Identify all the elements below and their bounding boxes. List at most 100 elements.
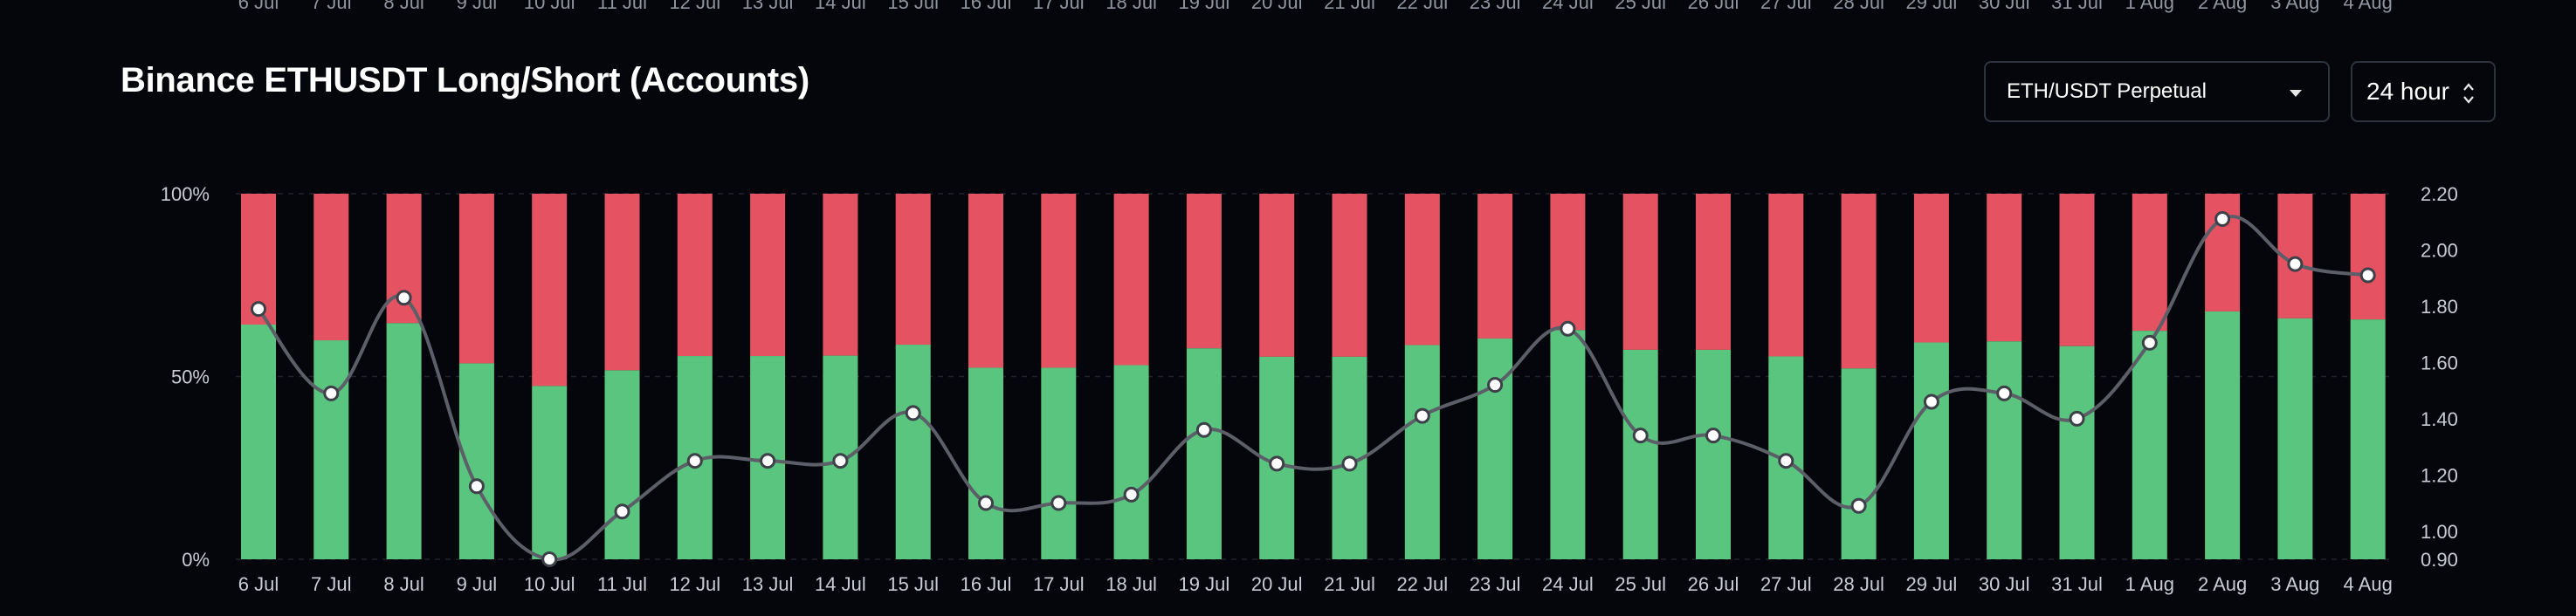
short-bar <box>1332 194 1367 357</box>
long-bar <box>1987 341 2022 559</box>
short-bar <box>1696 194 1731 350</box>
short-bar <box>1987 194 2022 342</box>
ratio-point <box>905 405 921 421</box>
long-bar <box>1550 330 1586 559</box>
short-bar <box>1186 194 1222 349</box>
short-bar <box>604 194 640 371</box>
long-bar <box>895 345 931 559</box>
x-tick-label: 28 Jul <box>1833 573 1884 595</box>
short-bar <box>895 194 931 346</box>
x-tick-label: 30 Jul <box>1979 573 2030 595</box>
top-strip-date-label: 13 Jul <box>741 0 794 13</box>
short-bar <box>1041 194 1077 368</box>
ratio-point <box>2359 267 2376 284</box>
short-bar <box>750 194 786 357</box>
top-strip-date-label: 17 Jul <box>1032 0 1085 13</box>
short-bar <box>2059 194 2095 346</box>
top-strip-date-label: 23 Jul <box>1469 0 1521 13</box>
ratio-point <box>1560 320 1576 337</box>
x-tick-label: 24 Jul <box>1542 573 1594 595</box>
x-tick-label: 29 Jul <box>1906 573 1958 595</box>
short-bar <box>313 194 349 341</box>
ratio-point <box>1269 455 1285 472</box>
ratio-point <box>614 503 630 520</box>
x-tick-label: 4 Aug <box>2344 573 2393 595</box>
short-bar <box>1259 194 1295 357</box>
long-bar <box>1696 349 1731 559</box>
short-bar <box>458 194 494 364</box>
period-select-value: 24 hour <box>2366 78 2449 105</box>
top-strip-date-label: 12 Jul <box>669 0 721 13</box>
long-short-chart: 100% 50% 0% 2.20 2.00 1.80 1.60 1.40 1.20 1.00 0.9… <box>161 183 2458 595</box>
ratio-point <box>1778 453 1794 469</box>
top-strip-date-label: 1 Aug <box>2125 0 2174 13</box>
top-strip-date-label: 18 Jul <box>1105 0 1157 13</box>
ratio-point <box>541 551 558 567</box>
ratio-point <box>1123 486 1140 503</box>
short-bar <box>1841 194 1877 369</box>
x-tick-label: 25 Jul <box>1615 573 1666 595</box>
long-bar <box>2350 319 2386 559</box>
ratio-point <box>832 453 849 469</box>
ratio-point <box>686 453 703 469</box>
ratio-point <box>978 495 994 511</box>
top-strip-date-label: 8 Jul <box>383 0 424 13</box>
x-tick-label: 6 Jul <box>238 573 279 595</box>
x-tick-label: 7 Jul <box>311 573 351 595</box>
ratio-point <box>1414 407 1430 424</box>
top-strip-date-label: 4 Aug <box>2343 0 2393 13</box>
top-strip-date-label: 7 Jul <box>311 0 352 13</box>
y-left-tick-label: 100% <box>161 183 210 205</box>
ratio-point <box>1632 428 1649 444</box>
top-strip-date-label: 27 Jul <box>1760 0 1812 13</box>
y-right-tick-label: 1.60 <box>2421 352 2458 373</box>
ratio-point <box>1341 455 1358 472</box>
top-strip-date-label: 24 Jul <box>1542 0 1594 13</box>
x-tick-label: 11 Jul <box>597 573 647 595</box>
x-tick-label: 19 Jul <box>1179 573 1230 595</box>
top-strip-date-label: 3 Aug <box>2270 0 2320 13</box>
long-bar <box>1404 345 1440 559</box>
top-strip-date-label: 10 Jul <box>523 0 575 13</box>
y-right-tick-label: 1.80 <box>2421 296 2458 318</box>
long-bar <box>1913 342 1949 559</box>
x-tick-label: 3 Aug <box>2270 573 2319 595</box>
y-right-tick-label: 2.20 <box>2421 183 2458 205</box>
long-bar <box>241 325 276 559</box>
x-tick-label: 15 Jul <box>887 573 939 595</box>
top-date-strip: 6 Jul 7 Jul 8 Jul 9 Jul 10 Jul 11 Jul 12 Jul 13… <box>0 0 2576 16</box>
short-bar <box>1550 194 1586 331</box>
short-bar <box>2350 194 2386 320</box>
top-strip-date-label: 26 Jul <box>1687 0 1739 13</box>
ratio-point <box>323 385 340 401</box>
top-strip-date-label: 31 Jul <box>2051 0 2103 13</box>
top-strip-date-label: 11 Jul <box>596 0 648 13</box>
ratio-point <box>2069 410 2085 427</box>
y-left-tick-label: 0% <box>182 549 210 571</box>
ratio-point <box>1996 385 2013 401</box>
ratio-point <box>1050 495 1067 511</box>
ratio-point <box>1850 497 1867 514</box>
long-bar <box>2277 318 2313 559</box>
ratio-line <box>257 215 2369 562</box>
pair-select[interactable]: ETH/USDT Perpetual <box>1984 61 2330 122</box>
chevron-down-icon <box>2290 90 2302 97</box>
short-bar <box>1113 194 1149 366</box>
y-right-tick-label: 1.40 <box>2421 408 2458 430</box>
x-tick-label: 31 Jul <box>2051 573 2103 595</box>
period-select[interactable]: 24 hour <box>2351 61 2496 122</box>
top-strip-date-label: 29 Jul <box>1905 0 1958 13</box>
long-bar <box>1113 365 1149 559</box>
long-bar <box>2059 346 2095 559</box>
x-tick-label: 2 Aug <box>2198 573 2247 595</box>
x-tick-label: 27 Jul <box>1760 573 1812 595</box>
ratio-point <box>2141 334 2158 351</box>
ratio-point <box>1705 428 1721 444</box>
x-tick-label: 16 Jul <box>961 573 1012 595</box>
short-bar <box>677 194 713 357</box>
long-bar <box>968 367 1003 559</box>
short-bar <box>532 194 568 387</box>
up-down-chevron-icon <box>2463 83 2474 104</box>
x-tick-label: 17 Jul <box>1033 573 1085 595</box>
ratio-point <box>2214 211 2231 228</box>
